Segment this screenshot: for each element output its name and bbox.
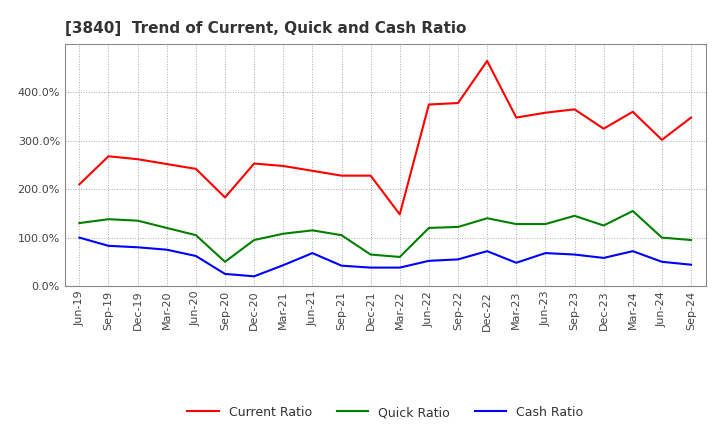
Current Ratio bbox=[337, 173, 346, 178]
Current Ratio bbox=[220, 195, 229, 200]
Cash Ratio bbox=[570, 252, 579, 257]
Current Ratio bbox=[454, 100, 462, 106]
Cash Ratio bbox=[657, 259, 666, 264]
Cash Ratio bbox=[250, 274, 258, 279]
Quick Ratio bbox=[337, 232, 346, 238]
Cash Ratio bbox=[192, 253, 200, 259]
Quick Ratio bbox=[220, 259, 229, 264]
Cash Ratio bbox=[308, 250, 317, 256]
Cash Ratio bbox=[220, 271, 229, 277]
Current Ratio bbox=[163, 161, 171, 167]
Current Ratio bbox=[599, 126, 608, 131]
Current Ratio bbox=[395, 212, 404, 217]
Cash Ratio bbox=[133, 245, 142, 250]
Quick Ratio bbox=[483, 216, 492, 221]
Quick Ratio bbox=[512, 221, 521, 227]
Quick Ratio bbox=[599, 223, 608, 228]
Cash Ratio bbox=[366, 265, 375, 270]
Line: Cash Ratio: Cash Ratio bbox=[79, 238, 691, 276]
Cash Ratio bbox=[483, 249, 492, 254]
Cash Ratio bbox=[395, 265, 404, 270]
Cash Ratio bbox=[104, 243, 113, 249]
Current Ratio bbox=[279, 163, 287, 169]
Quick Ratio bbox=[192, 232, 200, 238]
Current Ratio bbox=[541, 110, 550, 115]
Legend: Current Ratio, Quick Ratio, Cash Ratio: Current Ratio, Quick Ratio, Cash Ratio bbox=[182, 401, 588, 424]
Current Ratio bbox=[657, 137, 666, 143]
Quick Ratio bbox=[133, 218, 142, 223]
Cash Ratio bbox=[629, 249, 637, 254]
Quick Ratio bbox=[75, 220, 84, 226]
Quick Ratio bbox=[570, 213, 579, 219]
Text: [3840]  Trend of Current, Quick and Cash Ratio: [3840] Trend of Current, Quick and Cash … bbox=[65, 21, 466, 36]
Line: Current Ratio: Current Ratio bbox=[79, 61, 691, 214]
Current Ratio bbox=[75, 182, 84, 187]
Line: Quick Ratio: Quick Ratio bbox=[79, 211, 691, 262]
Cash Ratio bbox=[337, 263, 346, 268]
Quick Ratio bbox=[279, 231, 287, 236]
Current Ratio bbox=[687, 115, 696, 120]
Cash Ratio bbox=[454, 257, 462, 262]
Current Ratio bbox=[483, 58, 492, 63]
Cash Ratio bbox=[687, 262, 696, 268]
Quick Ratio bbox=[454, 224, 462, 230]
Quick Ratio bbox=[308, 228, 317, 233]
Quick Ratio bbox=[541, 221, 550, 227]
Current Ratio bbox=[629, 109, 637, 114]
Current Ratio bbox=[425, 102, 433, 107]
Quick Ratio bbox=[687, 238, 696, 243]
Quick Ratio bbox=[657, 235, 666, 240]
Quick Ratio bbox=[366, 252, 375, 257]
Quick Ratio bbox=[163, 225, 171, 231]
Current Ratio bbox=[133, 157, 142, 162]
Cash Ratio bbox=[163, 247, 171, 253]
Current Ratio bbox=[308, 168, 317, 173]
Current Ratio bbox=[104, 154, 113, 159]
Quick Ratio bbox=[250, 238, 258, 243]
Current Ratio bbox=[366, 173, 375, 178]
Cash Ratio bbox=[599, 255, 608, 260]
Cash Ratio bbox=[512, 260, 521, 265]
Quick Ratio bbox=[425, 225, 433, 231]
Cash Ratio bbox=[541, 250, 550, 256]
Current Ratio bbox=[512, 115, 521, 120]
Quick Ratio bbox=[629, 209, 637, 214]
Current Ratio bbox=[250, 161, 258, 166]
Quick Ratio bbox=[395, 254, 404, 260]
Current Ratio bbox=[192, 166, 200, 172]
Cash Ratio bbox=[279, 263, 287, 268]
Cash Ratio bbox=[425, 258, 433, 264]
Current Ratio bbox=[570, 106, 579, 112]
Cash Ratio bbox=[75, 235, 84, 240]
Quick Ratio bbox=[104, 216, 113, 222]
